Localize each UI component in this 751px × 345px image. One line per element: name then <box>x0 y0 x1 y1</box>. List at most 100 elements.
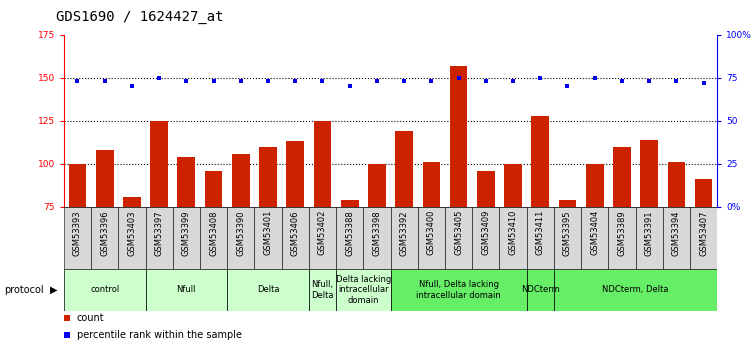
Bar <box>450 66 467 207</box>
Text: GSM53398: GSM53398 <box>372 210 382 256</box>
Text: GSM53389: GSM53389 <box>617 210 626 256</box>
Bar <box>123 197 140 207</box>
Point <box>71 78 83 84</box>
Bar <box>336 207 363 269</box>
Point <box>207 78 219 84</box>
Text: count: count <box>77 313 104 323</box>
Bar <box>581 207 608 269</box>
Point <box>398 78 410 84</box>
Bar <box>363 207 391 269</box>
Text: GSM53401: GSM53401 <box>264 210 273 256</box>
Bar <box>613 147 631 207</box>
Bar <box>554 269 717 310</box>
Point <box>98 78 110 84</box>
Text: NDCterm, Delta: NDCterm, Delta <box>602 285 669 294</box>
Text: GSM53388: GSM53388 <box>345 210 354 256</box>
Text: GDS1690 / 1624427_at: GDS1690 / 1624427_at <box>56 10 224 24</box>
Bar <box>68 164 86 207</box>
Bar <box>227 207 255 269</box>
Bar <box>96 150 113 207</box>
Point <box>371 78 383 84</box>
Text: GSM53390: GSM53390 <box>237 210 246 256</box>
Bar <box>227 269 309 310</box>
Bar <box>477 171 495 207</box>
Text: GSM53403: GSM53403 <box>128 210 137 256</box>
Text: GSM53405: GSM53405 <box>454 210 463 256</box>
Point <box>698 80 710 86</box>
Text: GSM53406: GSM53406 <box>291 210 300 256</box>
Bar <box>205 171 222 207</box>
Bar <box>91 207 119 269</box>
Bar <box>259 147 277 207</box>
Point <box>534 75 546 80</box>
Bar <box>341 200 358 207</box>
Bar <box>146 269 227 310</box>
Text: GSM53396: GSM53396 <box>100 210 109 256</box>
Bar <box>64 269 146 310</box>
Bar <box>255 207 282 269</box>
Point <box>453 75 465 80</box>
Text: ▶: ▶ <box>50 285 58 295</box>
Bar <box>445 207 472 269</box>
Bar <box>499 207 526 269</box>
Point <box>262 78 274 84</box>
Text: GSM53409: GSM53409 <box>481 210 490 256</box>
Point <box>616 78 628 84</box>
Bar <box>391 269 526 310</box>
Bar <box>423 162 440 207</box>
Point <box>671 78 683 84</box>
Point <box>235 78 247 84</box>
Bar <box>177 157 195 207</box>
Bar <box>314 121 331 207</box>
Point <box>180 78 192 84</box>
Point <box>480 78 492 84</box>
Text: percentile rank within the sample: percentile rank within the sample <box>77 331 242 340</box>
Text: GSM53393: GSM53393 <box>73 210 82 256</box>
Bar <box>282 207 309 269</box>
Text: GSM53392: GSM53392 <box>400 210 409 256</box>
Text: GSM53391: GSM53391 <box>644 210 653 256</box>
Text: Nfull,
Delta: Nfull, Delta <box>311 280 333 299</box>
Bar <box>391 207 418 269</box>
Text: GSM53404: GSM53404 <box>590 210 599 256</box>
Text: GSM53399: GSM53399 <box>182 210 191 256</box>
Point <box>589 75 601 80</box>
Point <box>344 83 356 89</box>
Bar <box>586 164 604 207</box>
Text: GSM53411: GSM53411 <box>535 210 544 256</box>
Text: Delta lacking
intracellular
domain: Delta lacking intracellular domain <box>336 275 391 305</box>
Bar <box>472 207 499 269</box>
Bar <box>309 207 336 269</box>
Point <box>61 333 73 338</box>
Bar <box>232 154 249 207</box>
Bar <box>504 164 522 207</box>
Text: GSM53408: GSM53408 <box>209 210 218 256</box>
Bar <box>690 207 717 269</box>
Bar <box>418 207 445 269</box>
Point <box>126 83 138 89</box>
Bar <box>173 207 200 269</box>
Text: GSM53410: GSM53410 <box>508 210 517 256</box>
Point <box>61 315 73 321</box>
Point <box>643 78 655 84</box>
Bar <box>150 121 168 207</box>
Bar <box>608 207 635 269</box>
Bar <box>395 131 413 207</box>
Text: GSM53400: GSM53400 <box>427 210 436 256</box>
Text: GSM53394: GSM53394 <box>672 210 681 256</box>
Text: Nfull: Nfull <box>176 285 196 294</box>
Bar <box>662 207 690 269</box>
Text: GSM53395: GSM53395 <box>563 210 572 256</box>
Text: GSM53407: GSM53407 <box>699 210 708 256</box>
Bar <box>695 179 713 207</box>
Text: GSM53402: GSM53402 <box>318 210 327 256</box>
Point <box>425 78 437 84</box>
Bar <box>200 207 227 269</box>
Text: Nfull, Delta lacking
intracellular domain: Nfull, Delta lacking intracellular domai… <box>416 280 501 299</box>
Point <box>153 75 165 80</box>
Bar <box>668 162 685 207</box>
Bar <box>641 140 658 207</box>
Text: Delta: Delta <box>257 285 279 294</box>
Point <box>562 83 574 89</box>
Bar <box>526 269 554 310</box>
